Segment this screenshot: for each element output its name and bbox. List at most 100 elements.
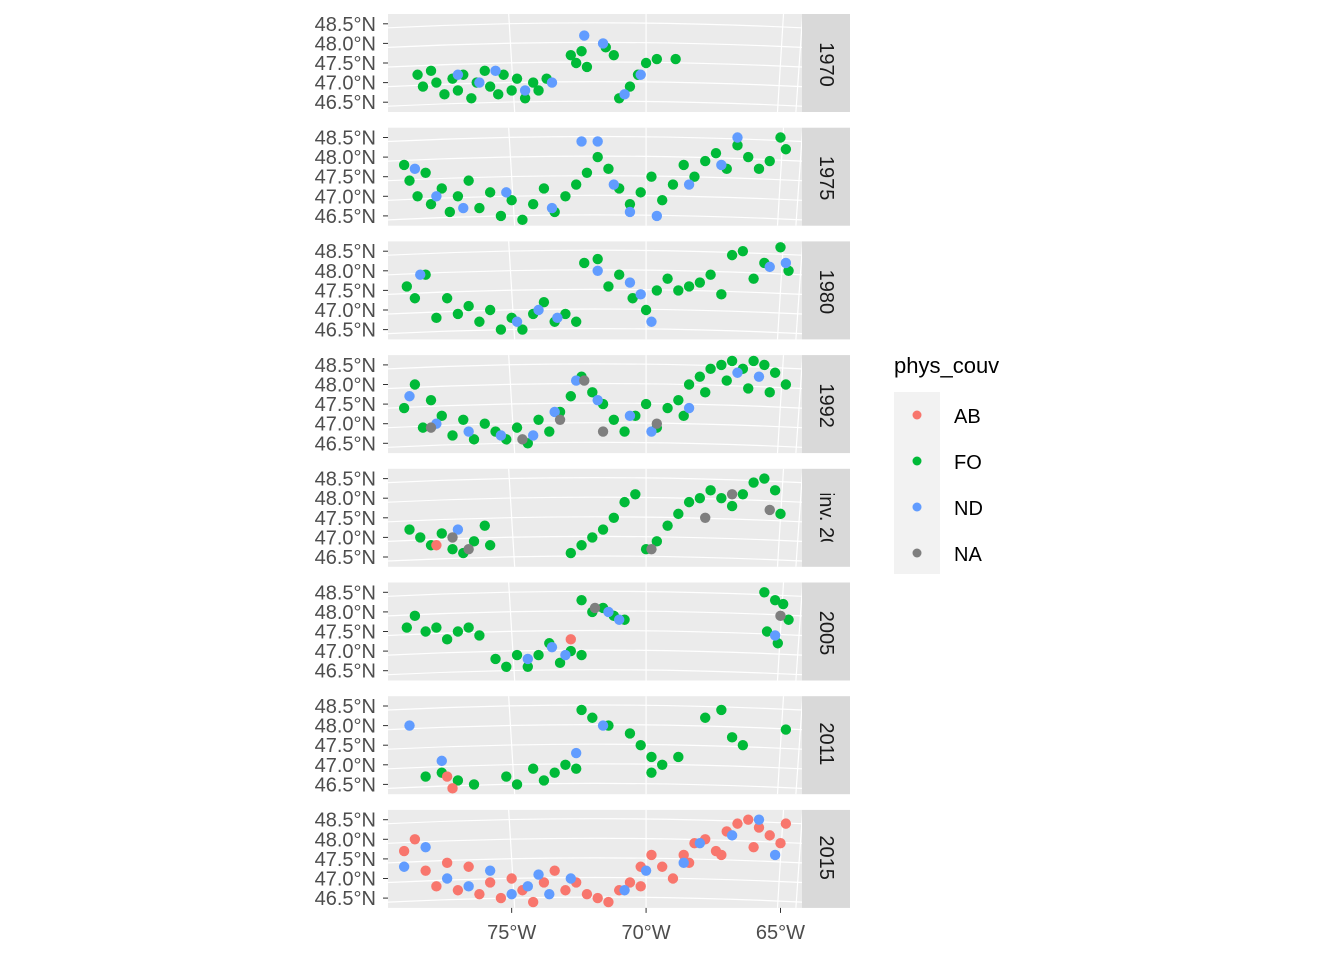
- data-point-fo: [700, 712, 711, 723]
- data-point-fo: [764, 155, 775, 167]
- data-point-nd: [592, 265, 603, 276]
- longitude-gridline: [508, 355, 516, 454]
- data-point-nd: [463, 426, 474, 437]
- y-tick-label: 47.0°N: [315, 414, 376, 436]
- y-tick-label: 48.5°N: [315, 810, 376, 832]
- latitude-gridline: [387, 61, 803, 68]
- data-point-fo: [737, 246, 749, 257]
- data-point-fo: [716, 359, 727, 371]
- data-point-fo: [436, 410, 447, 422]
- data-point-fo: [452, 191, 464, 202]
- data-point-na: [463, 543, 474, 555]
- data-point-fo: [533, 649, 544, 661]
- latitude-gridline: [387, 629, 803, 637]
- y-tick-label: 47.5°N: [315, 735, 376, 757]
- data-point-fo: [646, 751, 657, 763]
- data-point-fo: [683, 379, 695, 390]
- data-point-fo: [474, 630, 485, 641]
- data-point-na: [651, 418, 663, 429]
- data-point-nd: [533, 869, 544, 880]
- longitude-gridline: [370, 809, 384, 908]
- legend-label-na: NA: [954, 544, 982, 566]
- y-tick-label: 47.0°N: [315, 186, 376, 208]
- data-point-nd: [522, 653, 533, 665]
- data-point-fo: [401, 622, 413, 633]
- data-point-nd: [753, 814, 765, 825]
- data-point-fo: [603, 163, 614, 175]
- data-point-fo: [431, 77, 442, 88]
- data-point-ab: [452, 885, 464, 896]
- data-point-fo: [726, 732, 738, 743]
- longitude-gridline: [776, 582, 785, 681]
- data-point-fo: [436, 183, 447, 194]
- data-point-fo: [570, 763, 582, 774]
- data-point-fo: [670, 53, 681, 65]
- data-point-ab: [581, 888, 593, 900]
- facet-panels: 48.5°N48.0°N47.5°N47.0°N46.5°N v. 1970 à4…: [315, 14, 850, 910]
- data-point-ab: [431, 881, 442, 892]
- latitude-gridline: [387, 555, 803, 562]
- facet-strip-label: v. 1970 à: [815, 23, 837, 105]
- data-point-nd: [533, 304, 544, 316]
- latitude-gridline: [387, 41, 803, 48]
- data-point-fo: [511, 779, 523, 790]
- facet-panel: 48.5°N48.0°N47.5°N47.0°N46.5°N v. 2005 à: [315, 582, 850, 683]
- data-point-na: [700, 512, 711, 523]
- data-point-nd: [732, 367, 743, 378]
- facet-strip-label: v. 1980 à: [815, 250, 837, 332]
- data-point-na: [646, 543, 657, 555]
- data-point-fo: [624, 198, 636, 210]
- data-point-fo: [775, 242, 786, 253]
- latitude-gridline: [387, 441, 803, 448]
- data-point-nd: [544, 888, 555, 900]
- data-point-nd: [546, 77, 558, 88]
- latitude-gridline: [387, 194, 803, 201]
- data-point-ab: [565, 634, 577, 645]
- data-point-nd: [404, 391, 415, 402]
- longitude-gridline: [776, 696, 785, 795]
- facet-strip: [802, 468, 850, 567]
- data-point-fo: [511, 649, 523, 661]
- longitude-gridline: [508, 582, 516, 681]
- data-point-fo: [484, 304, 496, 316]
- data-point-nd: [552, 312, 563, 324]
- data-point-fo: [452, 626, 464, 637]
- data-point-nd: [694, 838, 706, 849]
- data-point-ab: [463, 861, 474, 872]
- data-point-fo: [721, 375, 732, 386]
- data-point-ab: [603, 896, 614, 908]
- data-point-nd: [646, 316, 657, 327]
- data-point-fo: [533, 414, 544, 425]
- facet-strip-label: v. 2011 et: [815, 703, 837, 788]
- data-point-fo: [646, 171, 657, 182]
- data-point-fo: [576, 649, 587, 661]
- data-point-nd: [463, 881, 474, 892]
- data-point-fo: [646, 767, 657, 778]
- facet-strip: [802, 127, 850, 226]
- latitude-gridline: [387, 288, 803, 295]
- data-point-fo: [479, 418, 490, 429]
- data-point-nd: [560, 649, 571, 661]
- facet-strip: [802, 241, 850, 340]
- data-point-fo: [511, 422, 523, 433]
- data-point-fo: [527, 77, 539, 88]
- data-point-fo: [783, 614, 794, 625]
- y-tick-label: 48.5°N: [315, 469, 376, 491]
- data-point-ab: [431, 540, 442, 551]
- y-tick-label: 48.0°N: [315, 33, 376, 55]
- longitude-gridline: [370, 13, 384, 113]
- data-point-fo: [657, 759, 668, 770]
- y-tick-label: 48.0°N: [315, 147, 376, 169]
- panel-background: [388, 14, 802, 112]
- data-point-fo: [705, 269, 716, 280]
- data-point-nd: [592, 394, 603, 406]
- data-point-nd: [420, 841, 431, 853]
- y-tick-label: 48.5°N: [315, 241, 376, 263]
- data-point-ab: [549, 865, 560, 876]
- data-point-fo: [506, 85, 517, 96]
- data-point-ab: [678, 849, 689, 861]
- data-point-fo: [519, 93, 531, 104]
- data-point-fo: [769, 594, 781, 606]
- data-point-na: [517, 434, 528, 445]
